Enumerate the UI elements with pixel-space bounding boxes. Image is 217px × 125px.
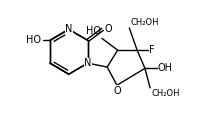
Text: OH: OH: [158, 63, 173, 73]
Text: N: N: [65, 24, 72, 34]
Text: F: F: [149, 45, 155, 55]
Text: CH₂OH: CH₂OH: [151, 89, 180, 98]
Text: CH₂OH: CH₂OH: [131, 18, 159, 27]
Text: N: N: [84, 58, 91, 68]
Text: HO: HO: [86, 26, 101, 36]
Text: O: O: [113, 86, 121, 96]
Text: HO: HO: [26, 35, 41, 45]
Text: O: O: [105, 24, 112, 34]
